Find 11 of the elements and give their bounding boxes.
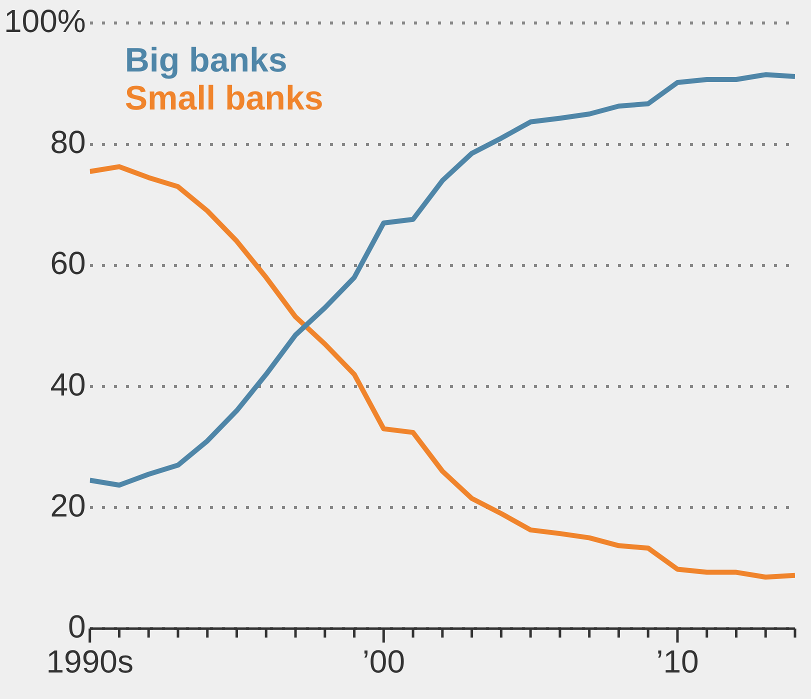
y-tick-label: 0 [68,608,86,644]
x-tick-label: ’00 [362,644,406,680]
y-tick-label: 80 [50,124,86,160]
y-tick-label: 100% [4,3,86,40]
x-tick-label: ’10 [656,644,699,680]
y-tick-label: 20 [50,487,86,524]
x-tick-label: 1990s [46,644,134,680]
text: Big banks [124,42,288,80]
y-tick-label: 60 [50,245,86,282]
y-tick-label: 40 [50,366,86,402]
series-label: Small banks [124,80,324,118]
